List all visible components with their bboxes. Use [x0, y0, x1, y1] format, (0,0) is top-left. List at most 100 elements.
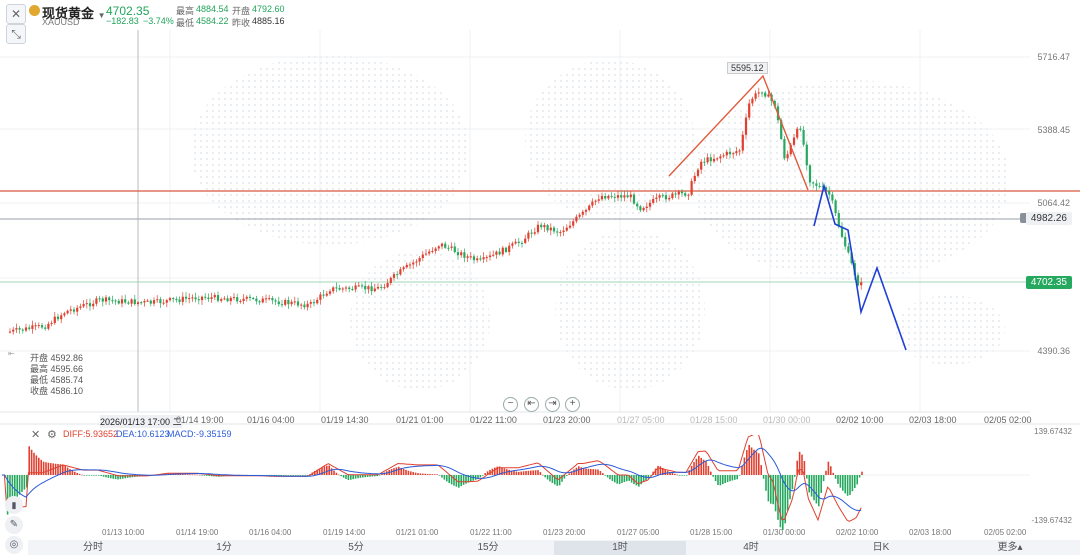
macd-bar	[714, 475, 717, 482]
candle	[536, 224, 540, 233]
candle	[300, 304, 303, 306]
macd-bar	[407, 470, 410, 475]
macd-bar	[808, 475, 810, 493]
tab-15min[interactable]: 15分	[477, 542, 499, 553]
candle	[92, 303, 95, 307]
macd-bar	[105, 475, 107, 478]
candle	[88, 303, 92, 307]
macd-bar	[758, 453, 760, 475]
macd-bar	[623, 475, 626, 483]
macd-bar	[767, 475, 770, 502]
candle	[533, 232, 536, 234]
candle	[828, 191, 831, 195]
scroll-left-button[interactable]: ⇤	[524, 397, 539, 412]
candle	[796, 128, 799, 138]
macd-bar	[71, 470, 74, 475]
macd-bar	[69, 469, 71, 475]
macd-bar	[422, 473, 424, 475]
candle	[616, 195, 620, 198]
macd-bar	[741, 465, 743, 475]
tab-daily[interactable]: 日K	[872, 542, 890, 553]
macd-bar	[861, 471, 863, 475]
candle	[597, 199, 600, 201]
resistance-price-tag: 4982.26	[1025, 212, 1072, 225]
x-tick: 01/23 20:00	[543, 528, 586, 537]
candle	[120, 299, 124, 304]
macd-bar	[654, 468, 657, 475]
macd-bar	[81, 474, 83, 476]
candle	[364, 285, 367, 290]
close-icon: ✕	[10, 7, 22, 21]
target-icon[interactable]: ◎	[5, 536, 23, 554]
x-tick: 01/27 05:00	[617, 528, 660, 537]
scroll-right-button[interactable]: ⇥	[545, 397, 560, 412]
macd-bar	[640, 475, 642, 485]
macd-bar	[194, 474, 196, 476]
candle	[831, 194, 834, 201]
indicator-icon[interactable]: ▮	[5, 496, 23, 514]
candle	[437, 246, 440, 249]
macd-bar	[849, 475, 851, 495]
macd-bar	[213, 475, 215, 477]
tab-4hour[interactable]: 4时	[743, 542, 759, 553]
collapse-button[interactable]: ⤡	[6, 24, 26, 44]
tab-1min[interactable]: 1分	[216, 542, 232, 553]
ohlc-open: 开盘 4592.86	[30, 353, 84, 363]
current-price: 4702.35	[106, 4, 150, 18]
candle	[479, 258, 482, 260]
low-label: 最低	[176, 18, 195, 28]
macd-bar	[765, 475, 767, 491]
macd-bar	[117, 475, 119, 480]
macd-bar	[302, 475, 304, 476]
candle	[66, 310, 69, 314]
candle	[696, 169, 700, 176]
macd-bar	[688, 470, 690, 475]
macd-bar	[62, 464, 64, 475]
candle	[421, 254, 424, 259]
candle	[56, 316, 60, 320]
tab-timeshare[interactable]: 分时	[83, 542, 103, 553]
x-tick: 01/14 19:00	[176, 528, 219, 537]
tab-1hour[interactable]: 1时	[554, 541, 686, 555]
current-price-tag: 4702.35	[1025, 276, 1072, 289]
macd-bar	[806, 475, 808, 479]
macd-bar	[762, 475, 765, 479]
candle	[37, 325, 40, 327]
macd-bar	[26, 475, 28, 488]
x-tick: 01/28 15:00	[690, 528, 733, 537]
candle	[840, 226, 844, 237]
macd-bar	[30, 449, 33, 475]
candle	[191, 297, 194, 299]
zoom-out-button[interactable]: −	[503, 397, 518, 412]
candle	[396, 274, 399, 276]
instrument-title[interactable]: 现货黄金 ▼	[42, 3, 106, 22]
alarm-icon[interactable]	[1020, 213, 1030, 223]
candle	[808, 165, 812, 183]
macd-bar	[42, 461, 45, 475]
collapse-arrow-icon[interactable]: ⇤	[8, 349, 15, 358]
macd-bar	[340, 475, 342, 477]
close-button[interactable]: ✕	[6, 4, 26, 24]
candle	[181, 296, 184, 302]
macd-bar	[419, 473, 422, 475]
macd-bar	[522, 471, 525, 475]
settings-icon[interactable]: ⚙	[47, 429, 57, 441]
candle	[28, 327, 31, 329]
more-button[interactable]: 更多▴	[997, 542, 1023, 553]
x-tick: 02/05 02:00	[984, 415, 1032, 425]
tab-5min[interactable]: 5分	[348, 542, 364, 553]
candle	[693, 175, 696, 182]
zoom-in-button[interactable]: +	[565, 397, 580, 412]
candle	[373, 288, 376, 292]
macd-bar	[671, 472, 674, 475]
close-indicator-icon[interactable]: ✕	[31, 429, 41, 441]
macd-bar	[297, 475, 299, 476]
macd-dea: DEA:10.6123	[116, 429, 170, 439]
candle	[248, 296, 252, 299]
pencil-icon[interactable]: ✎	[5, 516, 23, 534]
macd-bar	[438, 475, 441, 476]
macd-bar	[182, 474, 184, 475]
candle	[805, 144, 808, 166]
macd-bar	[827, 461, 830, 475]
